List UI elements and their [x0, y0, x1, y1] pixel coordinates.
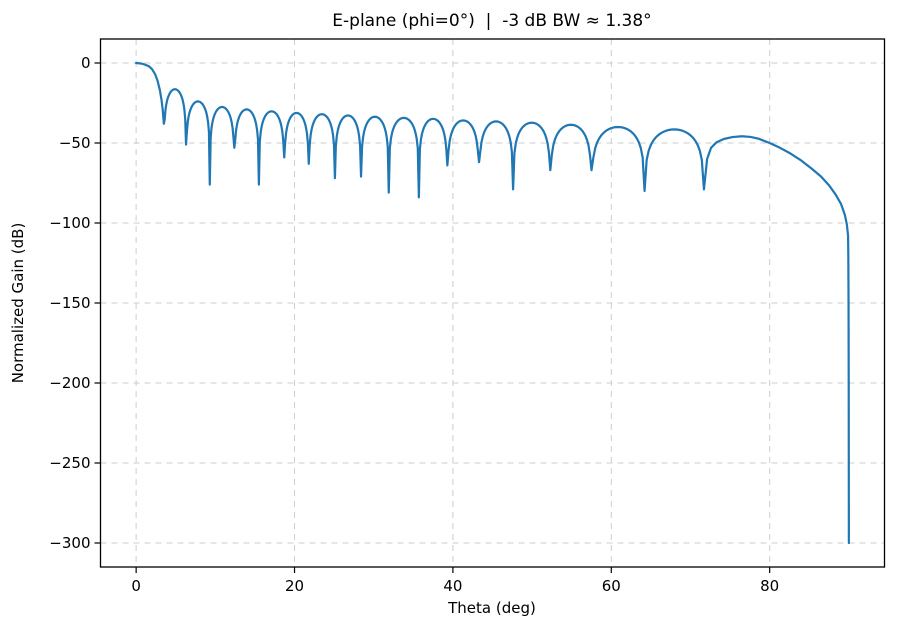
y-tick-label: −50: [59, 134, 91, 152]
y-axis-label: Normalized Gain (dB): [9, 223, 27, 384]
y-tick-label: −200: [49, 374, 90, 392]
x-axis-label: Theta (deg): [447, 599, 536, 617]
axes-spines: [99, 38, 886, 568]
y-tick-label: 0: [81, 54, 91, 72]
grid-lines: [100, 39, 885, 567]
x-tick-label: 40: [443, 577, 462, 595]
axis-ticks: [94, 62, 771, 573]
x-tick-label: 60: [602, 577, 621, 595]
x-tick-label: 0: [131, 577, 141, 595]
y-tick-label: −150: [49, 294, 90, 312]
y-tick-label: −250: [49, 454, 90, 472]
axis-tick-labels: 0 20 40 60 80 0 −50 −100 −150 −200 −250 −300: [49, 54, 779, 595]
chart-title: E-plane (phi=0°) | -3 dB BW ≈ 1.38°: [332, 11, 651, 31]
x-tick-label: 80: [760, 577, 779, 595]
plot-area-border: [99, 38, 886, 568]
data-series-group: [135, 61, 850, 545]
y-tick-label: −100: [49, 214, 90, 232]
gain-curve: [135, 61, 850, 545]
x-tick-label: 20: [285, 577, 304, 595]
y-tick-label: −300: [49, 534, 90, 552]
